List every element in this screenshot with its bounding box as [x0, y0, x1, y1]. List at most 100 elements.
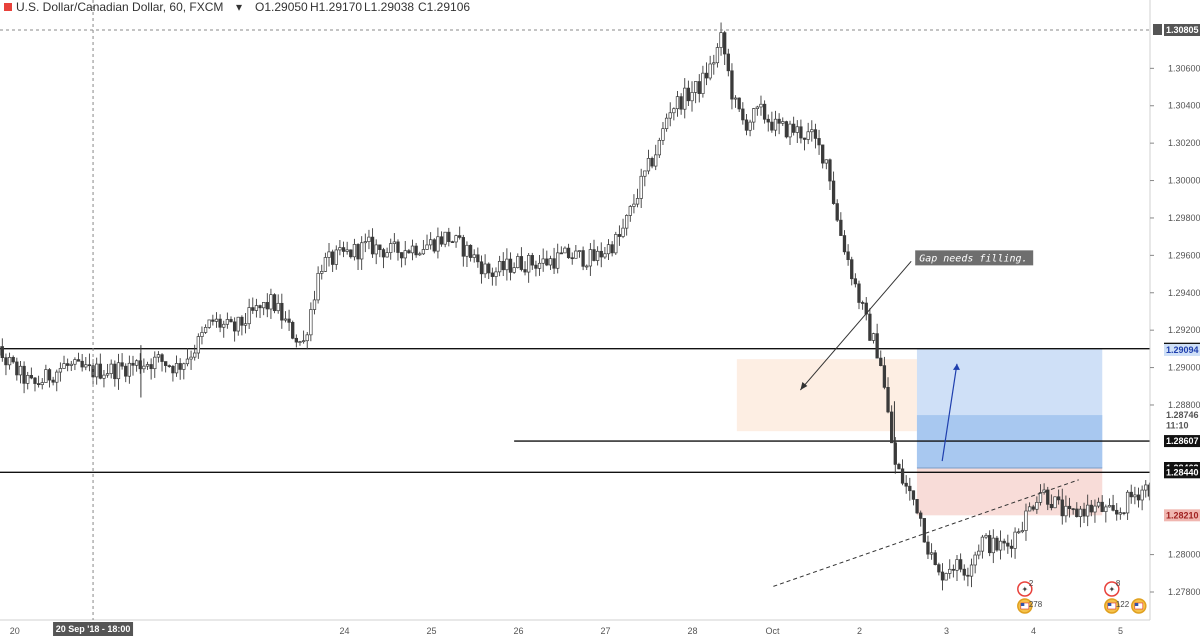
candle-body — [806, 131, 810, 140]
candle-body — [835, 203, 839, 221]
candle — [436, 227, 440, 259]
candle — [661, 121, 665, 146]
candle-body — [527, 255, 531, 273]
candle-body — [149, 364, 153, 370]
candle-body — [784, 121, 789, 138]
candle — [229, 316, 233, 323]
candle-body — [167, 365, 171, 367]
candle — [788, 120, 792, 146]
candle-body — [958, 559, 963, 570]
candle-body — [1049, 503, 1054, 509]
long-position-stop-zone[interactable] — [916, 468, 1103, 516]
candle-body — [1125, 491, 1130, 514]
candle-body — [18, 365, 23, 376]
candle — [1111, 494, 1115, 512]
candle-body — [120, 362, 124, 367]
candle — [156, 351, 161, 363]
candle-body — [312, 299, 317, 310]
candle — [483, 254, 487, 278]
candle-body — [871, 333, 876, 341]
price-axis-bg — [1150, 0, 1198, 620]
price-tick-label: 1.29000 — [1168, 363, 1200, 373]
candle — [585, 264, 589, 270]
candle — [969, 558, 974, 588]
candle-body — [360, 242, 364, 260]
candle-body — [211, 319, 215, 322]
candle — [857, 280, 861, 310]
price-axis[interactable]: 1.30600 1.30400 1.30200 1.30000 1.29800 1.296… — [1149, 0, 1200, 620]
candle-body — [650, 157, 654, 167]
projection-arrow[interactable] — [941, 363, 958, 462]
candle-body — [7, 357, 12, 366]
candle-body — [0, 346, 4, 359]
symbol-title[interactable]: U.S. Dollar/Canadian Dollar, 60, FXCM — [16, 0, 223, 14]
candle — [55, 369, 59, 392]
candle — [1096, 497, 1101, 509]
time-tick-label: 26 — [513, 626, 523, 636]
candle — [22, 361, 26, 394]
candle-body — [399, 252, 404, 259]
candle-body — [752, 108, 756, 123]
candle — [29, 367, 33, 380]
candle-body — [1082, 508, 1086, 517]
candle — [864, 297, 868, 321]
candle — [51, 376, 55, 386]
open-value: O1.29050 — [255, 0, 308, 14]
candle — [603, 247, 607, 260]
usa-flag-icon[interactable] — [1131, 598, 1147, 614]
candle-body — [1136, 494, 1141, 501]
canada-flag-icon[interactable]: ✦2 — [1017, 579, 1034, 597]
candle-body — [95, 363, 99, 378]
candle — [349, 249, 353, 259]
candle-body — [84, 364, 88, 368]
candle-body — [617, 234, 622, 237]
canada-flag-icon[interactable]: ✦8 — [1104, 579, 1121, 597]
candle — [1009, 539, 1014, 558]
chevron-down-icon[interactable]: ▾ — [236, 0, 242, 14]
candle-body — [1017, 531, 1021, 534]
candle — [904, 475, 908, 494]
candle-body — [1096, 501, 1101, 507]
usa-flag-icon[interactable]: 278 — [1017, 598, 1043, 614]
candle — [1115, 503, 1119, 521]
time-tick-label: Oct — [766, 626, 781, 636]
candle — [40, 378, 44, 390]
candle — [1144, 480, 1148, 498]
candle-body — [392, 241, 396, 244]
candle-body — [465, 244, 469, 257]
candle-body — [824, 159, 828, 164]
candle — [951, 564, 956, 578]
candle-body — [280, 302, 284, 321]
candle-body — [116, 362, 121, 380]
candle-body — [733, 97, 738, 100]
maple-leaf-icon: ✦ — [1108, 585, 1115, 594]
plus-icon[interactable] — [1153, 24, 1162, 35]
candle-body — [294, 337, 298, 343]
candle — [577, 250, 582, 258]
candle-body — [330, 251, 335, 265]
candle-body — [1115, 509, 1119, 515]
candle-body — [1133, 494, 1137, 498]
usa-flag-icon[interactable]: 122 — [1104, 598, 1130, 614]
candle — [425, 234, 429, 251]
candle — [548, 255, 553, 270]
candle — [160, 353, 164, 372]
candle-body — [301, 340, 306, 343]
trendline[interactable] — [773, 479, 1079, 587]
candle-body — [788, 123, 792, 138]
candle — [214, 312, 219, 328]
annotation-text[interactable]: Gap needs filling. — [919, 253, 1027, 264]
candle — [1049, 494, 1054, 511]
candle — [781, 117, 785, 126]
candle — [134, 359, 139, 372]
time-axis[interactable]: 202425262728Oct234589 — [0, 619, 1200, 636]
candle-body — [744, 119, 749, 131]
candle-body — [105, 373, 110, 376]
candle — [18, 361, 23, 384]
candle — [606, 239, 611, 260]
candle — [686, 80, 691, 107]
candle-body — [1129, 491, 1133, 498]
candle — [458, 226, 462, 240]
candle — [4, 353, 8, 376]
